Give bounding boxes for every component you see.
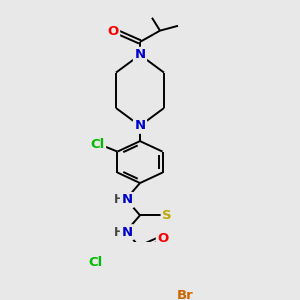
Text: N: N xyxy=(122,194,133,206)
Text: N: N xyxy=(134,48,146,61)
Text: O: O xyxy=(107,25,118,38)
Text: N: N xyxy=(122,226,133,239)
Text: Cl: Cl xyxy=(88,256,103,269)
Text: Cl: Cl xyxy=(90,138,105,151)
Text: S: S xyxy=(162,209,172,222)
Text: H: H xyxy=(114,194,124,206)
Text: N: N xyxy=(134,119,146,132)
Text: O: O xyxy=(158,232,169,245)
Text: H: H xyxy=(114,226,124,239)
Text: Br: Br xyxy=(177,290,194,300)
